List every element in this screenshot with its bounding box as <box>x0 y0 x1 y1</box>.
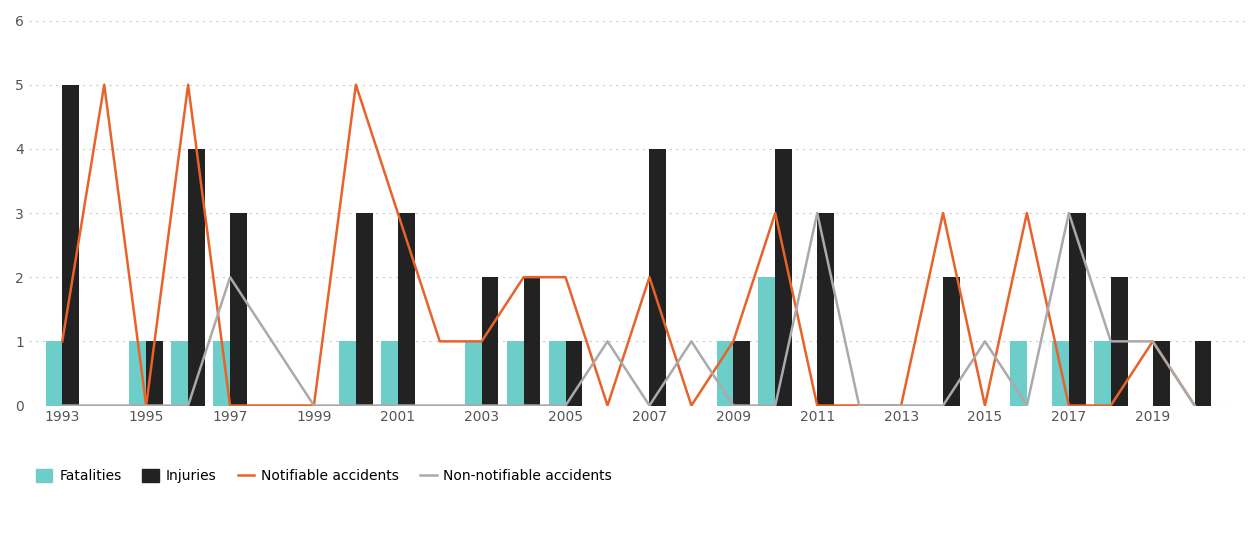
Bar <box>339 342 355 406</box>
Bar <box>717 342 733 406</box>
Bar <box>355 213 373 406</box>
Bar <box>775 149 793 406</box>
Bar <box>188 149 205 406</box>
Bar <box>1153 342 1169 406</box>
Bar <box>759 277 775 406</box>
Bar <box>549 342 566 406</box>
Bar <box>649 149 667 406</box>
Bar <box>1052 342 1068 406</box>
Bar <box>507 342 524 406</box>
Bar <box>146 342 163 406</box>
Bar <box>465 342 481 406</box>
Bar <box>62 85 79 406</box>
Bar <box>130 342 146 406</box>
Legend: Fatalities, Injuries, Notifiable accidents, Non-notifiable accidents: Fatalities, Injuries, Notifiable acciden… <box>35 469 612 483</box>
Bar <box>942 277 960 406</box>
Bar <box>398 213 415 406</box>
Bar <box>524 277 541 406</box>
Bar <box>1111 277 1128 406</box>
Bar <box>1094 342 1111 406</box>
Bar <box>171 342 188 406</box>
Bar <box>45 342 62 406</box>
Bar <box>231 213 247 406</box>
Bar <box>566 342 582 406</box>
Bar <box>1194 342 1211 406</box>
Bar <box>1068 213 1086 406</box>
Bar <box>481 277 499 406</box>
Bar <box>818 213 834 406</box>
Bar <box>381 342 398 406</box>
Bar <box>213 342 231 406</box>
Bar <box>733 342 750 406</box>
Bar <box>1011 342 1027 406</box>
